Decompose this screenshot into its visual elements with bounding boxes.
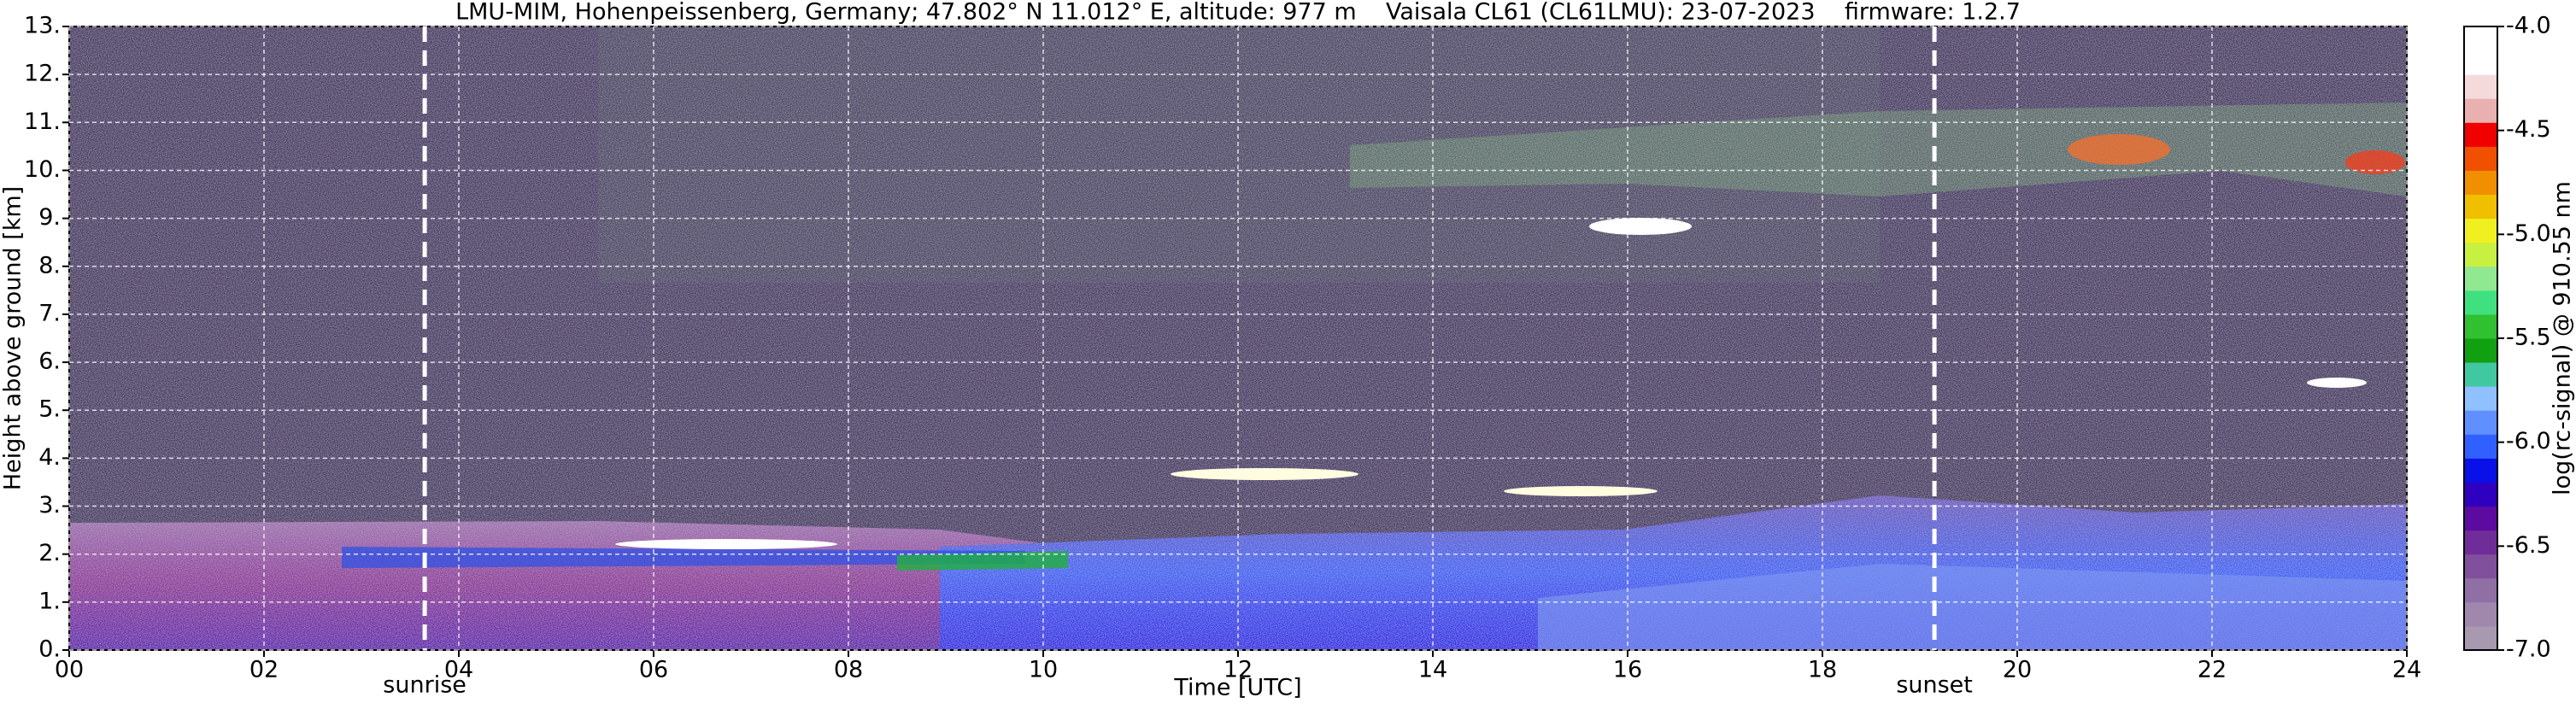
y-tick-label: 11. bbox=[24, 108, 61, 135]
colorbar-swatch bbox=[2464, 74, 2497, 99]
colorbar-swatch bbox=[2464, 554, 2497, 579]
y-axis-label: Height above ground [km] bbox=[0, 186, 26, 490]
colorbar-swatch bbox=[2464, 242, 2497, 267]
colorbar-tick-label: -5.0 bbox=[2506, 220, 2551, 247]
colorbar-swatch bbox=[2464, 266, 2497, 291]
cirrus-core bbox=[2345, 150, 2405, 174]
cloud bbox=[2307, 378, 2367, 388]
colorbar-swatch bbox=[2464, 506, 2497, 531]
colorbar-swatch bbox=[2464, 482, 2497, 507]
cirrus bbox=[1350, 103, 2407, 196]
y-tick-label: 6. bbox=[38, 349, 61, 375]
cloud bbox=[615, 539, 837, 549]
y-tick-label: 12. bbox=[24, 61, 61, 87]
colorbar-swatch bbox=[2464, 410, 2497, 435]
colorbar-tick-label: -4.5 bbox=[2506, 116, 2551, 143]
x-tick-label: 20 bbox=[2003, 657, 2032, 683]
colorbar-label: log(rc-signal) @ 910.55 nm bbox=[2550, 181, 2576, 495]
colorbar-swatch bbox=[2464, 170, 2497, 196]
chart-title: LMU-MIM, Hohenpeissenberg, Germany; 47.8… bbox=[455, 0, 2021, 26]
green-layer bbox=[897, 551, 1068, 571]
x-tick-label: 08 bbox=[834, 657, 863, 683]
colorbar-swatch bbox=[2464, 577, 2497, 603]
colorbar-tick-label: -6.0 bbox=[2506, 428, 2551, 454]
cloud bbox=[1589, 218, 1692, 235]
colorbar-swatch bbox=[2464, 530, 2497, 555]
x-tick-label: 06 bbox=[639, 657, 668, 683]
colorbar-swatch bbox=[2464, 290, 2497, 315]
y-tick-label: 0. bbox=[38, 636, 61, 663]
colorbar-swatch bbox=[2464, 194, 2497, 220]
cloud bbox=[1504, 486, 1658, 496]
colorbar-swatch bbox=[2464, 98, 2497, 123]
boundary-layer-low bbox=[1538, 564, 2407, 650]
y-tick-label: 9. bbox=[38, 204, 61, 231]
cirrus-core bbox=[2068, 134, 2170, 165]
colorbar-swatch bbox=[2464, 50, 2497, 75]
colorbar-swatch bbox=[2464, 601, 2497, 627]
y-tick-label: 5. bbox=[38, 396, 61, 423]
x-tick-label: 00 bbox=[55, 657, 84, 683]
colorbar-swatch bbox=[2464, 362, 2497, 387]
x-tick-label: 14 bbox=[1418, 657, 1447, 683]
y-tick-label: 2. bbox=[38, 540, 61, 566]
x-tick-label: 10 bbox=[1029, 657, 1058, 683]
colorbar-swatch bbox=[2464, 625, 2497, 651]
cloud bbox=[1171, 468, 1358, 480]
x-tick-label: 22 bbox=[2198, 657, 2227, 683]
colorbar-swatch bbox=[2464, 313, 2497, 339]
colorbar-swatch bbox=[2464, 458, 2497, 483]
y-tick-label: 7. bbox=[38, 300, 61, 326]
colorbar-swatch bbox=[2464, 122, 2497, 147]
x-tick-label: 12 bbox=[1223, 657, 1253, 683]
colorbar-swatch bbox=[2464, 434, 2497, 459]
y-tick-label: 10. bbox=[24, 156, 61, 183]
colorbar-tick-label: -7.0 bbox=[2506, 636, 2551, 663]
colorbar-swatch bbox=[2464, 146, 2497, 171]
x-tick-label: 18 bbox=[1808, 657, 1837, 683]
y-tick-label: 8. bbox=[38, 252, 61, 278]
x-tick-label: 04 bbox=[444, 657, 473, 683]
colorbar-swatch bbox=[2464, 26, 2497, 51]
colorbar-tick-label: -5.5 bbox=[2506, 325, 2551, 351]
colorbar-tick-label: -4.0 bbox=[2506, 13, 2551, 39]
y-tick-label: 3. bbox=[38, 492, 61, 519]
colorbar-swatch bbox=[2464, 218, 2497, 243]
x-tick-label: 02 bbox=[249, 657, 279, 683]
x-tick-label: 24 bbox=[2392, 657, 2421, 683]
x-tick-label: 16 bbox=[1613, 657, 1642, 683]
annotation-label: sunrise bbox=[383, 672, 466, 699]
annotation-label: sunset bbox=[1896, 672, 1973, 699]
colorbar-tick-label: -6.5 bbox=[2506, 532, 2551, 559]
aerosol-top bbox=[342, 547, 1025, 568]
y-tick-label: 4. bbox=[38, 444, 61, 471]
x-axis-label: Time [UTC] bbox=[1173, 675, 1301, 701]
y-tick-label: 1. bbox=[38, 588, 61, 614]
y-tick-label: 13. bbox=[24, 13, 61, 39]
colorbar-swatch bbox=[2464, 338, 2497, 363]
aerosol-layer bbox=[69, 521, 1068, 650]
colorbar-swatch bbox=[2464, 386, 2497, 411]
